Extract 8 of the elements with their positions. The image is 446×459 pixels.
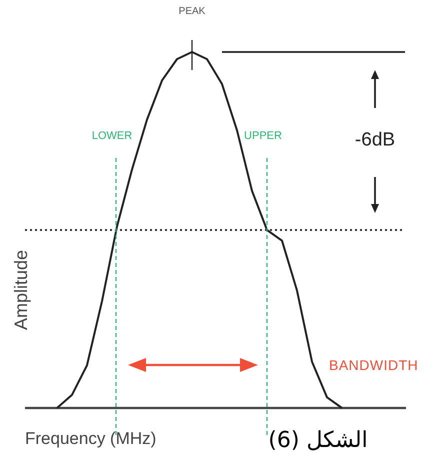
annotation: LOWER bbox=[92, 130, 132, 142]
text: PEAK bbox=[178, 6, 206, 17]
text: -6dB bbox=[354, 130, 396, 150]
x-axis-title: Frequency (MHz) bbox=[25, 429, 156, 448]
text: الشكل (6) bbox=[268, 428, 368, 453]
annotation: BANDWIDTH bbox=[329, 357, 418, 373]
y-axis-title: Amplitude bbox=[11, 250, 31, 330]
annotation: UPPER bbox=[244, 130, 282, 142]
